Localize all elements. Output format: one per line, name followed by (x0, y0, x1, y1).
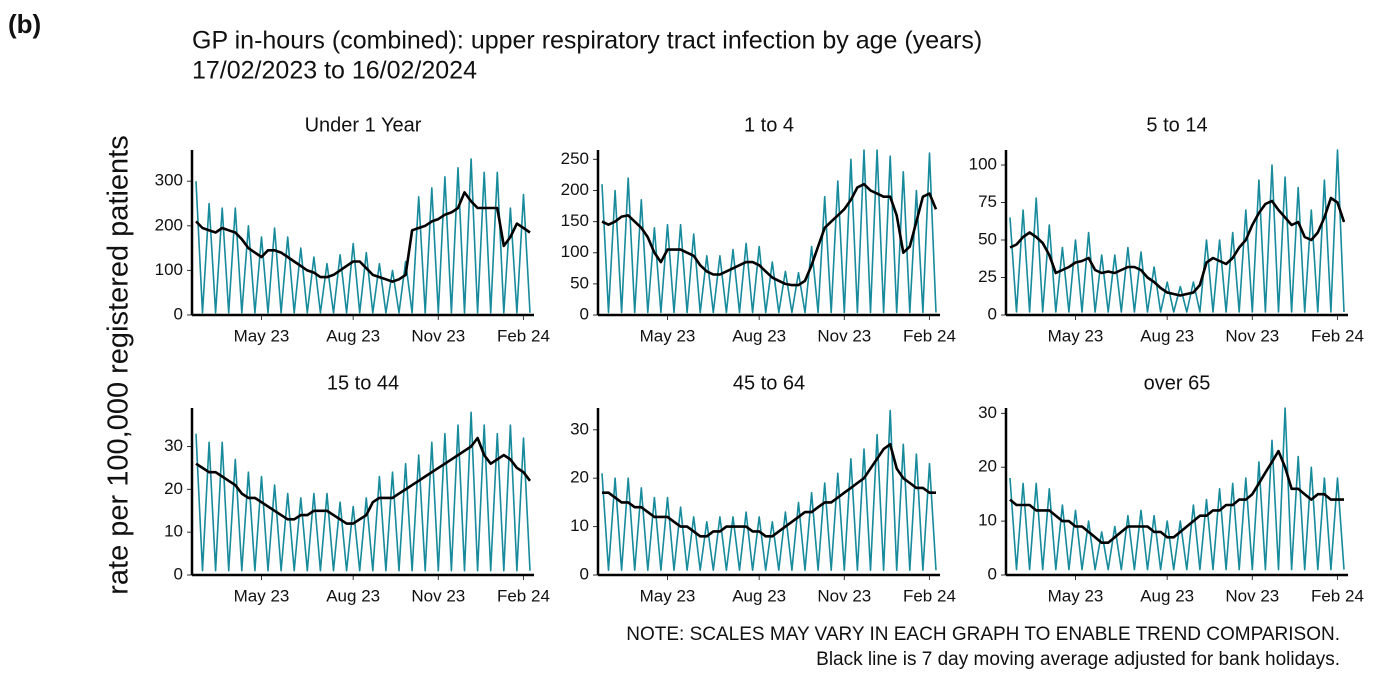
panel-title: 5 to 14 (1146, 114, 1207, 136)
chart-subtitle: 17/02/2023 to 16/02/2024 (192, 57, 477, 85)
series-line (602, 443, 936, 538)
y-tick-label: 75 (978, 192, 997, 211)
x-tick-label: Nov 23 (1225, 326, 1279, 345)
x-tick-label: Feb 24 (1311, 586, 1364, 605)
chart-title: GP in-hours (combined): upper respirator… (192, 27, 982, 55)
series-line (601, 182, 938, 287)
series-line (1009, 196, 1346, 297)
x-tick-label: Aug 23 (1140, 326, 1194, 345)
y-tick-label: 20 (978, 457, 997, 476)
series-line (1009, 407, 1345, 571)
x-tick-label: Aug 23 (326, 326, 380, 345)
y-tick-label: 100 (155, 260, 183, 279)
x-tick-label: May 23 (640, 326, 696, 345)
x-tick-label: Aug 23 (732, 586, 786, 605)
y-axis-label: rate per 100,000 registered patients (103, 135, 135, 594)
series-line (1009, 149, 1345, 313)
note: NOTE: SCALES MAY VARY IN EACH GRAPH TO E… (626, 624, 1340, 645)
x-tick-label: Nov 23 (1225, 586, 1279, 605)
panel-title: 45 to 64 (733, 372, 805, 394)
x-tick-label: May 23 (1048, 326, 1104, 345)
note: Black line is 7 day moving average adjus… (816, 649, 1340, 670)
x-tick-label: Feb 24 (903, 586, 956, 605)
series-line (601, 409, 937, 571)
series-line (195, 436, 532, 525)
x-tick-label: Aug 23 (326, 586, 380, 605)
x-tick-label: May 23 (640, 586, 696, 605)
panel-title: 1 to 4 (744, 114, 794, 136)
y-tick-label: 200 (561, 180, 589, 199)
x-tick-label: Feb 24 (903, 326, 956, 345)
y-tick-label: 0 (174, 304, 183, 323)
y-tick-label: 10 (164, 522, 183, 541)
series-line (195, 411, 531, 572)
y-tick-label: 0 (988, 564, 997, 583)
y-tick-label: 30 (164, 436, 183, 455)
series-line (1009, 449, 1344, 544)
y-tick-label: 100 (969, 154, 997, 173)
y-tick-label: 200 (155, 215, 183, 234)
y-tick-label: 20 (570, 468, 589, 487)
x-tick-label: Feb 24 (1311, 326, 1364, 345)
y-tick-label: 0 (174, 564, 183, 583)
x-tick-label: May 23 (234, 586, 290, 605)
y-tick-label: 250 (561, 149, 589, 168)
panel-title: over 65 (1144, 372, 1211, 394)
x-tick-label: Aug 23 (1140, 586, 1194, 605)
series-line (601, 149, 937, 314)
panel-title: Under 1 Year (305, 114, 422, 136)
y-tick-label: 300 (155, 171, 183, 190)
x-tick-label: Feb 24 (497, 326, 550, 345)
x-tick-label: Nov 23 (411, 586, 465, 605)
y-tick-label: 10 (570, 516, 589, 535)
x-tick-label: May 23 (234, 326, 290, 345)
figure-label: (b) (8, 9, 41, 39)
x-tick-label: Nov 23 (817, 326, 871, 345)
y-tick-label: 0 (580, 304, 589, 323)
panel-title: 15 to 44 (327, 372, 399, 394)
x-tick-label: Aug 23 (732, 326, 786, 345)
y-tick-label: 150 (561, 211, 589, 230)
y-tick-label: 25 (978, 267, 997, 286)
y-tick-label: 50 (978, 229, 997, 248)
y-tick-label: 30 (978, 403, 997, 422)
y-tick-label: 10 (978, 511, 997, 530)
x-tick-label: Nov 23 (817, 586, 871, 605)
y-tick-label: 0 (988, 304, 997, 323)
series-line (195, 191, 531, 283)
y-tick-label: 0 (580, 564, 589, 583)
x-tick-label: Feb 24 (497, 586, 550, 605)
y-tick-label: 50 (570, 273, 589, 292)
y-tick-label: 30 (570, 419, 589, 438)
x-tick-label: May 23 (1048, 586, 1104, 605)
y-tick-label: 100 (561, 242, 589, 261)
series-line (195, 158, 531, 314)
y-tick-label: 20 (164, 479, 183, 498)
x-tick-label: Nov 23 (411, 326, 465, 345)
